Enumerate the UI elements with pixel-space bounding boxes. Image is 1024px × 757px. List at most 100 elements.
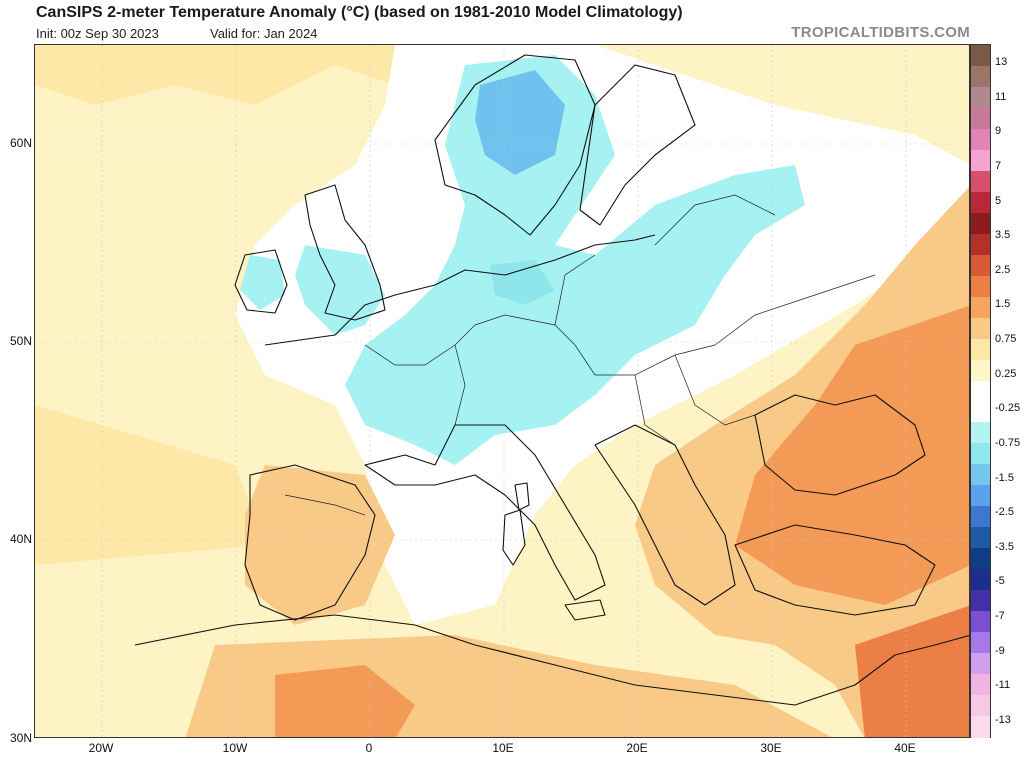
colorbar-segment [971, 149, 990, 172]
border-germany-poland [554, 254, 596, 326]
lon-label-20e: 20E [626, 741, 648, 755]
black-sea-coast [754, 394, 926, 496]
colorbar-tick-label: 9 [995, 125, 1002, 138]
colorbar-segment [971, 380, 990, 403]
lon-label-40e: 40E [894, 741, 916, 755]
anomaly-zone-hot-black-sea [735, 305, 969, 605]
colorbar-segment [971, 590, 990, 612]
lat-label-50n: 50N [9, 334, 32, 348]
iberia-coast [244, 464, 376, 621]
north-africa-coast [134, 614, 969, 706]
colorbar-segment [971, 464, 990, 486]
colorbar-segment [971, 695, 990, 717]
border-belarus-russia [714, 274, 876, 346]
colorbar-segment [971, 632, 990, 654]
scandinavia-coast [434, 54, 596, 236]
coastlines [134, 54, 969, 706]
colorbar-tick-label: 11 [995, 90, 1007, 103]
colorbar-segment [971, 317, 990, 340]
map-canvas [35, 45, 969, 737]
init-time: Init: 00z Sep 30 2023 [36, 26, 159, 41]
colorbar-segment [971, 422, 990, 445]
colorbar-tick-label: -11 [995, 679, 1011, 692]
lon-label-30e: 30E [760, 741, 782, 755]
graticule [35, 45, 969, 737]
anomaly-zone-warm-north [35, 45, 415, 105]
colorbar-segment [971, 401, 990, 424]
lon-label-0: 0 [365, 741, 373, 755]
colorbar-tick-label: 7 [995, 159, 1002, 172]
colorbar-tick-label: 3.5 [995, 229, 1011, 242]
colorbar-segment [971, 506, 990, 528]
colorbar-tick-label: -2.5 [995, 506, 1014, 519]
anomaly-zone-cool-ireland [240, 255, 285, 310]
colorbar-segment [971, 191, 990, 214]
turkey-coast [734, 524, 936, 616]
border-central-east [474, 314, 716, 376]
colorbar-tick-label: -3.5 [995, 540, 1014, 553]
lon-label-20w: 20W [88, 741, 114, 755]
lat-label-60n: 60N [9, 136, 32, 150]
colorbar-segment [971, 485, 990, 507]
colorbar-segment [971, 527, 990, 549]
colorbar-segment [971, 674, 990, 696]
anomaly-zone-cold-scandinavia [475, 70, 565, 175]
lon-label-10w: 10W [222, 741, 248, 755]
corsica-coast [514, 482, 530, 511]
colorbar-segment [971, 716, 990, 738]
anomaly-zone-hot-middle-east [855, 605, 969, 737]
anomaly-map [34, 44, 970, 738]
colorbar-tick-label: 0.75 [995, 333, 1017, 346]
colorbar-tick-label: -7 [995, 610, 1005, 623]
lat-label-30n: 30N [9, 731, 32, 745]
colorbar-tick-label: -0.75 [995, 436, 1021, 449]
anomaly-zone-warm-iberia [245, 465, 395, 625]
italy-coast [364, 424, 606, 601]
north-coast [264, 234, 656, 346]
colorbar [970, 44, 991, 738]
map-title: CanSIPS 2-meter Temperature Anomaly (°C)… [36, 4, 683, 21]
anomaly-zone-cool-central [345, 55, 805, 465]
colorbar-segment [971, 86, 990, 109]
colorbar-segment [971, 548, 990, 570]
colorbar-tick-label: -5 [995, 575, 1005, 588]
colorbar-segment [971, 254, 990, 277]
anomaly-zone-hot-sahara [275, 665, 415, 737]
colorbar-segment [971, 653, 990, 675]
colorbar-tick-label: 0.25 [995, 367, 1017, 380]
colorbar-segment [971, 233, 990, 256]
colorbar-segment [971, 296, 990, 319]
country-borders [284, 194, 876, 516]
anomaly-zone-cool-britain [295, 245, 385, 335]
colorbar-segment [971, 569, 990, 591]
border-spain-portugal [284, 494, 366, 516]
colorbar-tick-label: -9 [995, 644, 1005, 657]
colorbar-segment [971, 65, 990, 88]
border-france-germany [454, 344, 466, 426]
colorbar-segment [971, 45, 990, 67]
anomaly-zone-warm-atlantic [35, 405, 265, 565]
brand-watermark: TROPICALTIDBITS.COM [791, 24, 970, 41]
colorbar-segment [971, 128, 990, 151]
sicily-coast [564, 599, 606, 621]
border-ukraine-west [674, 354, 756, 426]
colorbar-tick-label: 13 [995, 56, 1008, 68]
lat-label-40n: 40N [9, 532, 32, 546]
colorbar-segment [971, 611, 990, 633]
ireland-coast [234, 249, 288, 314]
anomaly-zone-cold-germany [490, 260, 555, 305]
sardinia-coast [502, 509, 526, 566]
lon-label-10e: 10E [492, 741, 514, 755]
border-baltics [654, 194, 776, 246]
colorbar-segment [971, 170, 990, 193]
border-france-belgium [364, 324, 476, 366]
colorbar-tick-label: -13 [995, 714, 1011, 726]
balkans-coast [594, 424, 736, 606]
colorbar-segment [971, 275, 990, 298]
britain-coast [304, 184, 386, 321]
colorbar-tick-label: -1.5 [995, 471, 1014, 484]
valid-time: Valid for: Jan 2024 [210, 26, 318, 41]
colorbar-tick-label: -0.25 [995, 402, 1021, 415]
finland-coast [579, 64, 696, 226]
colorbar-segment [971, 359, 990, 382]
